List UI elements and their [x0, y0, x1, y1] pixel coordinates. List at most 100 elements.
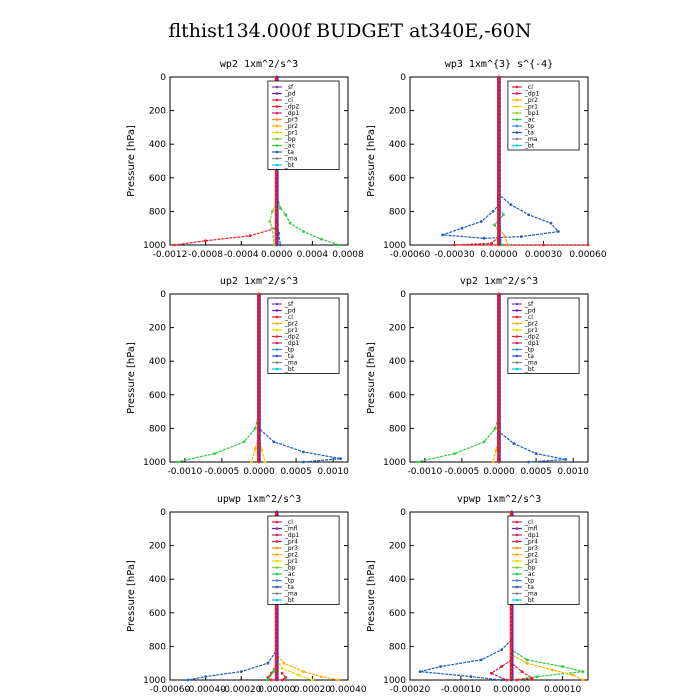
legend-marker	[275, 150, 279, 154]
legend-marker	[275, 315, 279, 319]
legend-label: _pr1	[284, 558, 298, 565]
legend-box	[267, 80, 340, 170]
legend-label: _dp1	[284, 110, 300, 117]
legend-marker	[275, 163, 279, 167]
legend-marker	[515, 546, 519, 550]
legend-marker	[275, 546, 279, 550]
series-line-cl	[174, 77, 278, 246]
legend-marker	[275, 520, 279, 524]
x-tick-label: 0.0010	[557, 467, 589, 477]
series-line-pr3	[498, 77, 509, 246]
data-point	[311, 678, 314, 682]
legend-marker	[515, 98, 519, 102]
legend-marker	[275, 540, 279, 543]
x-tick-label: -0.0005	[445, 467, 480, 477]
legend-marker	[275, 328, 279, 332]
data-point	[500, 648, 503, 652]
legend-label: _pd	[284, 91, 296, 98]
data-point	[460, 226, 464, 230]
y-axis-label: Pressure [hPa]	[126, 342, 137, 414]
series-line-ta	[187, 512, 278, 681]
data-point	[284, 676, 288, 679]
legend-marker	[275, 527, 279, 530]
legend-label: _bp	[524, 565, 536, 572]
series-line-ac	[177, 294, 260, 463]
legend-label: _pd	[524, 308, 536, 315]
legend-marker	[275, 598, 279, 602]
legend-marker	[275, 131, 279, 134]
legend-label: _bt	[284, 597, 295, 604]
y-tick-label: 1000	[383, 458, 406, 468]
y-axis-label: Pressure [hPa]	[366, 125, 377, 197]
legend-label: _ma	[284, 591, 298, 598]
data-point	[270, 226, 274, 230]
legend-marker	[515, 315, 519, 319]
data-point	[337, 243, 341, 247]
chart-title: wp2 1xm^2/s^3	[220, 59, 298, 70]
y-tick-label: 200	[149, 542, 166, 552]
x-tick-label: 0.0000	[483, 467, 515, 477]
data-point	[534, 452, 538, 455]
data-point	[302, 450, 305, 454]
legend-marker	[275, 137, 279, 141]
legend-label: _dp1	[284, 532, 300, 539]
legend-label: _bp	[284, 136, 296, 143]
legend-label: _pr4	[524, 539, 538, 546]
x-tick-label: 0.0004	[297, 250, 329, 260]
data-point	[506, 243, 510, 247]
legend-marker	[515, 579, 519, 582]
x-tick-label: 0.00040	[329, 685, 366, 695]
legend-label: _ma	[524, 136, 538, 143]
legend-label: _pr1	[524, 558, 538, 565]
legend-marker	[515, 592, 519, 595]
legend-label: _ma	[524, 360, 538, 367]
data-point	[278, 243, 282, 247]
legend-label: _ma	[284, 156, 298, 163]
legend-label: _sf	[524, 301, 534, 308]
legend-label: _cl	[524, 314, 533, 321]
x-tick-label: 0.0000	[243, 467, 275, 477]
data-point	[302, 460, 305, 464]
y-tick-label: 0	[160, 290, 166, 300]
data-point	[500, 665, 503, 668]
data-point	[503, 235, 507, 239]
data-point	[527, 460, 531, 464]
data-point	[482, 440, 486, 444]
data-point	[489, 671, 493, 675]
data-point	[253, 427, 257, 430]
data-point	[525, 658, 529, 662]
legend-marker	[275, 361, 279, 364]
y-tick-label: 1000	[143, 676, 166, 686]
data-point	[319, 675, 323, 679]
legend-label: _dp1	[524, 91, 540, 98]
legend-marker	[515, 302, 519, 306]
legend-label: _pr1	[524, 327, 538, 334]
legend-label: _tp	[524, 578, 534, 585]
legend-label: _tp	[284, 347, 294, 354]
series-line-ac	[276, 77, 340, 246]
data-point	[416, 460, 419, 464]
data-point	[490, 241, 493, 245]
legend-label: _ta	[524, 130, 534, 137]
data-point	[494, 448, 498, 452]
x-tick-label: -0.00020	[390, 685, 431, 695]
y-tick-label: 800	[389, 642, 406, 652]
y-axis-label: Pressure [hPa]	[126, 125, 137, 197]
data-point	[505, 678, 509, 682]
data-point	[260, 448, 264, 452]
data-point	[556, 230, 560, 233]
data-point	[337, 678, 341, 682]
series-line-ac	[417, 294, 500, 463]
data-point	[204, 675, 207, 679]
y-tick-label: 400	[149, 357, 166, 367]
legend-marker	[515, 361, 519, 364]
y-tick-label: 1000	[143, 241, 166, 251]
legend-label: _dp2	[524, 334, 540, 341]
legend-label: _pr3	[284, 545, 298, 552]
data-point	[282, 661, 286, 665]
legend-marker	[275, 367, 279, 371]
legend-marker	[515, 335, 519, 338]
legend-marker	[515, 137, 519, 141]
legend-marker	[515, 540, 519, 543]
data-point	[302, 670, 305, 673]
